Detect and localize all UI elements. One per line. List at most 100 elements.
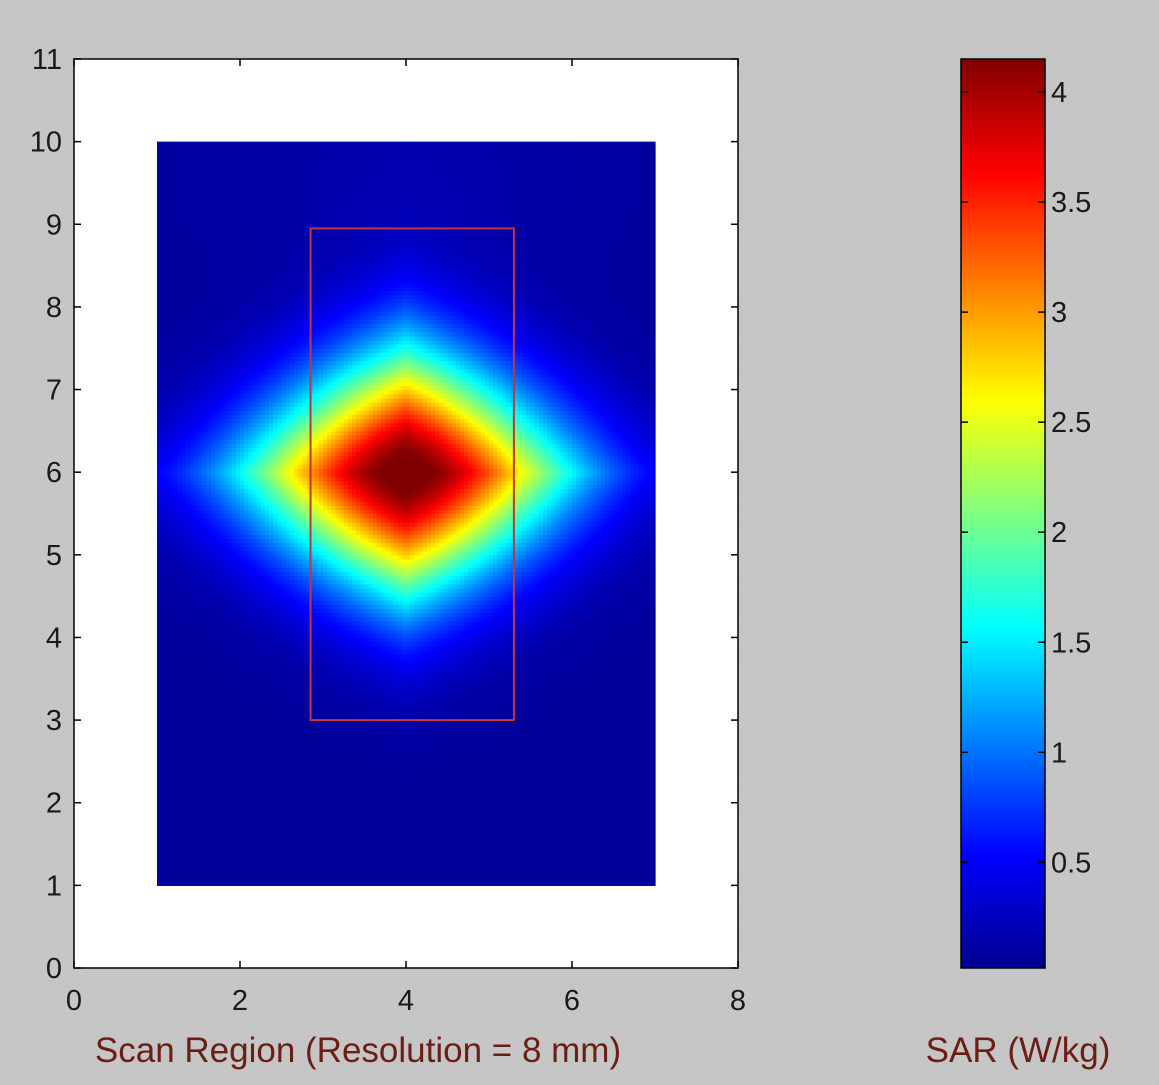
heatmap-cell	[257, 468, 262, 473]
heatmap-cell	[236, 509, 241, 514]
heatmap-cell	[223, 848, 228, 853]
heatmap-cell	[174, 542, 179, 547]
heatmap-cell	[215, 732, 220, 737]
heatmap-cell	[240, 257, 245, 262]
heatmap-cell	[194, 220, 199, 225]
heatmap-cell	[240, 514, 245, 519]
heatmap-cell	[199, 427, 204, 432]
heatmap-cell	[203, 319, 208, 324]
heatmap-cell	[186, 807, 191, 812]
heatmap-cell	[165, 580, 170, 585]
heatmap-cell	[269, 757, 274, 762]
heatmap-cell	[236, 216, 241, 221]
heatmap-cell	[265, 720, 270, 725]
heatmap-cell	[199, 737, 204, 742]
heatmap-cell	[215, 162, 220, 167]
heatmap-cell	[257, 596, 262, 601]
heatmap-cell	[240, 522, 245, 527]
heatmap-cell	[261, 390, 266, 395]
heatmap-cell	[161, 807, 166, 812]
heatmap-cell	[219, 794, 224, 799]
heatmap-cell	[182, 406, 187, 411]
heatmap-cell	[161, 741, 166, 746]
heatmap-cell	[194, 761, 199, 766]
heatmap-cell	[228, 613, 233, 618]
heatmap-cell	[174, 633, 179, 638]
heatmap-cell	[186, 571, 191, 576]
heatmap-cell	[169, 361, 174, 366]
heatmap-cell	[252, 877, 257, 882]
heatmap-cell	[248, 753, 253, 758]
heatmap-cell	[194, 398, 199, 403]
heatmap-cell	[207, 323, 212, 328]
heatmap-cell	[228, 328, 233, 333]
heatmap-cell	[269, 832, 274, 837]
heatmap-cell	[161, 303, 166, 308]
heatmap-cell	[194, 154, 199, 159]
heatmap-cell	[186, 439, 191, 444]
heatmap-cell	[174, 237, 179, 242]
heatmap-cell	[207, 650, 212, 655]
heatmap-cell	[265, 621, 270, 626]
heatmap-cell	[257, 530, 262, 535]
heatmap-cell	[165, 423, 170, 428]
heatmap-cell	[161, 761, 166, 766]
heatmap-cell	[219, 865, 224, 870]
heatmap-cell	[169, 766, 174, 771]
heatmap-cell	[157, 150, 162, 155]
heatmap-cell	[240, 340, 245, 345]
heatmap-cell	[257, 683, 262, 688]
heatmap-cell	[223, 671, 228, 676]
heatmap-cell	[174, 881, 179, 886]
heatmap-cell	[165, 844, 170, 849]
heatmap-cell	[157, 823, 162, 828]
heatmap-cell	[240, 485, 245, 490]
heatmap-cell	[169, 848, 174, 853]
heatmap-cell	[161, 452, 166, 457]
heatmap-cell	[244, 633, 249, 638]
heatmap-cell	[203, 811, 208, 816]
heatmap-cell	[203, 563, 208, 568]
heatmap-cell	[223, 315, 228, 320]
heatmap-cell	[265, 786, 270, 791]
heatmap-cell	[228, 869, 233, 874]
heatmap-cell	[269, 356, 274, 361]
heatmap-cell	[252, 530, 257, 535]
heatmap-cell	[157, 290, 162, 295]
heatmap-cell	[165, 307, 170, 312]
heatmap-cell	[223, 737, 228, 742]
heatmap-cell	[211, 526, 216, 531]
heatmap-cell	[194, 464, 199, 469]
heatmap-cell	[182, 328, 187, 333]
heatmap-cell	[261, 844, 266, 849]
heatmap-cell	[178, 509, 183, 514]
heatmap-cell	[232, 435, 237, 440]
heatmap-cell	[223, 377, 228, 382]
heatmap-cell	[199, 468, 204, 473]
heatmap-cell	[186, 522, 191, 527]
heatmap-cell	[244, 274, 249, 279]
heatmap-cell	[236, 542, 241, 547]
heatmap-cell	[215, 873, 220, 878]
heatmap-cell	[211, 530, 216, 535]
heatmap-cell	[240, 799, 245, 804]
heatmap-cell	[186, 315, 191, 320]
heatmap-cell	[169, 637, 174, 642]
heatmap-cell	[228, 447, 233, 452]
heatmap-cell	[228, 567, 233, 572]
heatmap-cell	[269, 604, 274, 609]
heatmap-cell	[261, 299, 266, 304]
heatmap-cell	[228, 381, 233, 386]
heatmap-cell	[190, 361, 195, 366]
heatmap-cell	[240, 472, 245, 477]
heatmap-cell	[223, 468, 228, 473]
heatmap-cell	[157, 299, 162, 304]
heatmap-cell	[174, 323, 179, 328]
heatmap-cell	[190, 679, 195, 684]
heatmap-cell	[165, 220, 170, 225]
heatmap-cell	[219, 720, 224, 725]
heatmap-cell	[169, 852, 174, 857]
heatmap-cell	[186, 485, 191, 490]
heatmap-cell	[240, 819, 245, 824]
heatmap-cell	[199, 431, 204, 436]
